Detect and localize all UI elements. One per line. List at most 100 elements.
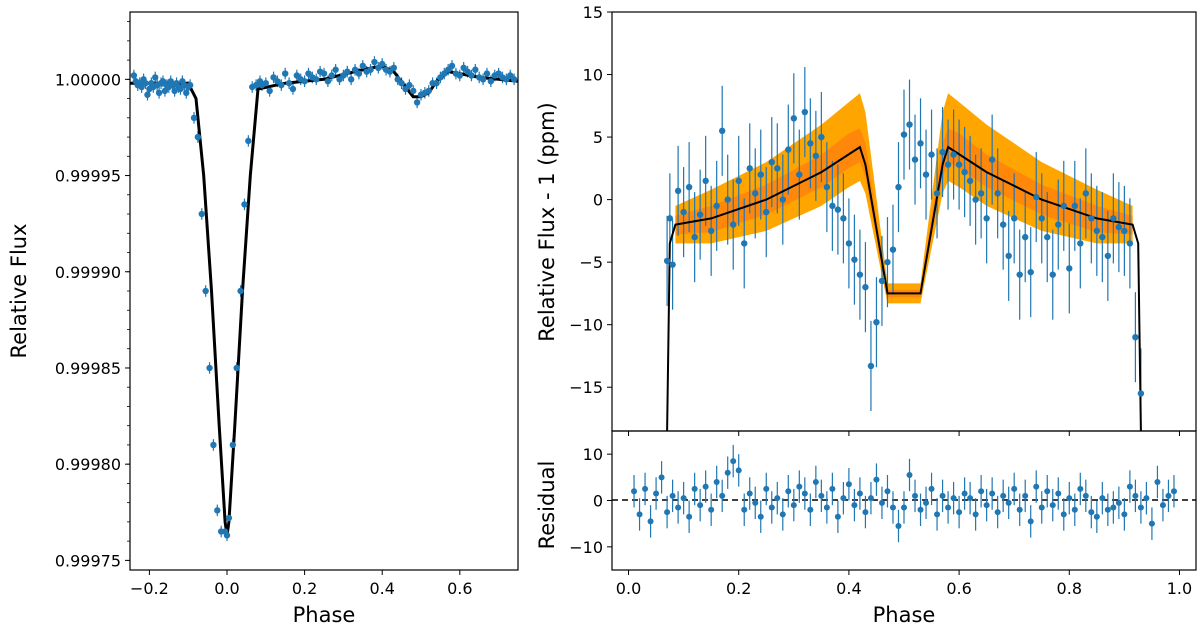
phase-curve-data-point [999, 221, 1007, 228]
residual-data-point [867, 495, 874, 502]
transit-data-point [347, 76, 355, 83]
phase-curve-data-point [752, 190, 759, 197]
phase-curve-data-point [669, 261, 676, 268]
phase-curve-data-point [1126, 240, 1134, 247]
phase-curve-data-point [1055, 221, 1062, 228]
transit-data-point [301, 78, 308, 85]
residual-data-point [746, 490, 753, 497]
residual-data-point [823, 504, 830, 511]
transit-data-point [351, 66, 359, 73]
residual-data-point [1154, 478, 1161, 485]
residual-data-point [989, 490, 996, 497]
residual-data-point [1049, 502, 1056, 509]
residual-y-tick-label: 10 [583, 445, 603, 464]
phase-curve-data-point [757, 171, 764, 178]
residual-data-point [961, 490, 968, 497]
residual-data-point [856, 490, 863, 497]
residual-data-point [1000, 492, 1007, 499]
transit-data-point [507, 72, 514, 79]
transit-data-point [144, 91, 151, 98]
transit-data-point [398, 79, 405, 87]
transit-data-point [386, 68, 394, 75]
residual-data-point [967, 495, 974, 502]
transit-x-tick-label: 0.2 [292, 579, 317, 598]
phase-curve-y-axis-label: Relative Flux - 1 (ppm) [535, 102, 559, 341]
residual-x-tick-label: 0.0 [616, 579, 641, 598]
phase-curve-data-point [790, 115, 798, 122]
phase-curve-data-point [977, 190, 985, 197]
transit-data-point [152, 74, 159, 81]
residual-data-point [1066, 495, 1073, 502]
transit-data-point [379, 60, 386, 68]
residual-data-point [1148, 520, 1155, 527]
transit-data-point [183, 89, 190, 97]
transit-y-tick-label: 0.99980 [55, 455, 121, 474]
residual-data-point [884, 488, 891, 495]
transit-data-point [274, 78, 281, 85]
residual-data-point [1016, 506, 1023, 513]
phase-curve-data-point [696, 211, 704, 218]
transit-y-tick-label: 0.99985 [55, 359, 121, 378]
transit-data-point [328, 72, 335, 79]
transit-data-point [177, 85, 184, 93]
residual-data-point [983, 502, 990, 509]
residual-data-point [956, 509, 963, 516]
residual-data-point [713, 478, 720, 485]
residual-x-axis-label: Phase [873, 603, 936, 627]
transit-y-tick-label: 0.99975 [55, 551, 121, 570]
residual-data-point [1104, 506, 1111, 513]
transit-data-point [266, 87, 273, 95]
transit-data-point [402, 85, 409, 93]
phase-curve-data-point [724, 196, 731, 203]
phase-curve-data-point [862, 283, 869, 291]
transit-data-point [390, 64, 398, 72]
residual-data-point [1165, 492, 1172, 499]
phase-curve-data-point [950, 151, 957, 158]
phase-curve-data-point [1132, 333, 1139, 341]
residual-data-point [708, 506, 715, 513]
transit-x-axis-label: Phase [293, 603, 356, 627]
residual-data-point [730, 458, 737, 465]
residual-data-point [1110, 504, 1117, 511]
residual-data-point [1022, 492, 1029, 499]
phase-curve-data-point [939, 148, 946, 156]
transit-data-point [367, 66, 374, 73]
transit-data-point [186, 81, 194, 89]
residual-data-point [636, 511, 643, 518]
transit-data-point [464, 68, 471, 75]
transit-data-point [359, 62, 366, 70]
phase-curve-data-point [1082, 190, 1090, 197]
transit-data-point [229, 441, 237, 449]
transit-data-point [344, 68, 351, 75]
phase-curve-data-point [1077, 240, 1084, 247]
phase-curve-data-point [1099, 233, 1106, 241]
phase-curve-data-point [1044, 233, 1051, 241]
phase-curve-data-point [867, 362, 875, 370]
phase-curve-data-point [1071, 202, 1078, 210]
residual-data-point [978, 488, 985, 495]
transit-data-point [355, 70, 363, 77]
residual-x-tick-label: 0.8 [1057, 579, 1082, 598]
transit-data-point [214, 507, 221, 514]
residual-data-point [906, 472, 913, 479]
transit-data-point [262, 79, 269, 87]
phase-curve-data-point [961, 168, 968, 176]
phase-curve-data-point [988, 156, 996, 163]
transit-data-point [210, 441, 217, 449]
residual-data-point [631, 488, 638, 495]
residual-data-point [950, 495, 957, 502]
residual-y-tick-label: 0 [593, 492, 603, 511]
residual-data-point [724, 469, 731, 476]
phase-curve-data-point [944, 161, 952, 168]
transit-y-axis-label: Relative Flux [7, 223, 31, 358]
transit-data-point [285, 79, 293, 87]
phase-curve-data-point [878, 277, 886, 285]
residual-data-point [669, 492, 676, 499]
residual-data-point [912, 492, 919, 499]
residual-data-point [934, 511, 941, 518]
transit-data-point [332, 66, 339, 73]
transit-data-point [313, 76, 320, 83]
phase-curve-data-point [663, 257, 671, 265]
residual-data-point [1027, 518, 1034, 525]
phase-curve-data-point [1038, 215, 1045, 222]
